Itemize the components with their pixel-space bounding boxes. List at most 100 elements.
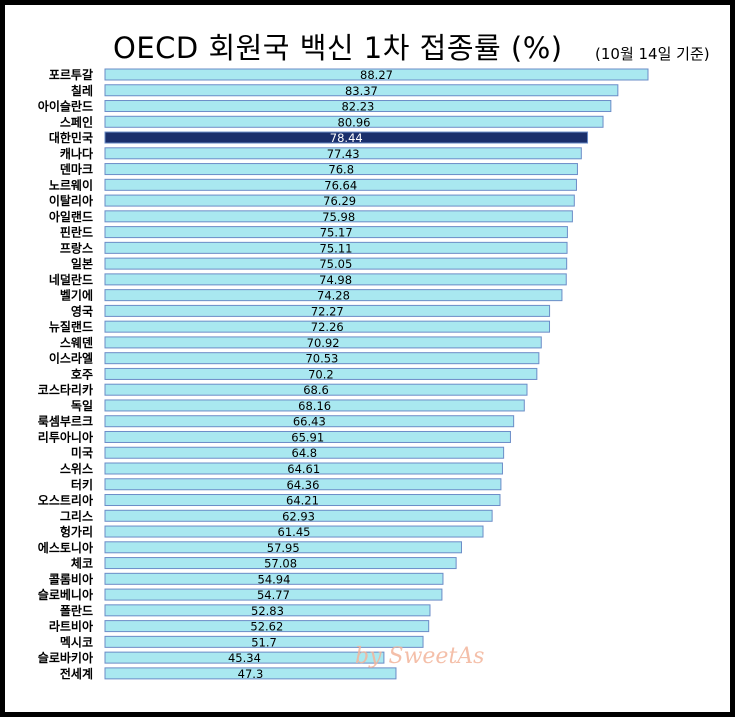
bar-터키 bbox=[104, 478, 502, 491]
category-label: 슬로바키아 bbox=[38, 650, 93, 665]
value-label: 66.43 bbox=[293, 415, 326, 429]
bar-스위스 bbox=[104, 462, 503, 475]
category-label: 슬로베니아 bbox=[38, 587, 93, 602]
value-label: 76.29 bbox=[323, 194, 356, 208]
value-label: 80.96 bbox=[338, 115, 371, 129]
value-label: 51.7 bbox=[251, 635, 277, 649]
value-label: 76.8 bbox=[328, 163, 354, 177]
category-label: 네덜란드 bbox=[49, 272, 93, 287]
category-label: 미국 bbox=[71, 445, 93, 460]
bar-호주 bbox=[104, 367, 538, 380]
category-label: 이탈리아 bbox=[49, 193, 93, 208]
category-label: 아일랜드 bbox=[49, 209, 93, 224]
bar-포르투갈 bbox=[104, 68, 649, 81]
category-label: 멕시코 bbox=[60, 634, 93, 649]
bar-영국 bbox=[104, 304, 551, 317]
category-label: 코스타리카 bbox=[38, 382, 93, 397]
bar-독일 bbox=[104, 399, 525, 412]
value-label: 77.43 bbox=[327, 147, 360, 161]
bar-멕시코 bbox=[104, 635, 424, 648]
bar-헝가리 bbox=[104, 525, 484, 538]
bar-덴마크 bbox=[104, 163, 578, 176]
chart-subtitle: (10월 14일 기준) bbox=[595, 45, 710, 63]
bar-핀란드 bbox=[104, 226, 568, 239]
value-label: 64.61 bbox=[287, 462, 320, 476]
category-label: 아이슬란드 bbox=[38, 99, 93, 114]
category-label: 라트비아 bbox=[49, 619, 93, 634]
value-label: 61.45 bbox=[278, 525, 311, 539]
bar-노르웨이 bbox=[104, 178, 577, 191]
value-label: 75.98 bbox=[322, 210, 355, 224]
bar-폴란드 bbox=[104, 604, 431, 617]
value-label: 75.17 bbox=[320, 226, 353, 240]
value-label: 64.8 bbox=[292, 446, 318, 460]
category-label: 핀란드 bbox=[60, 225, 93, 240]
bar-프랑스 bbox=[104, 241, 568, 254]
category-label: 스웨덴 bbox=[60, 335, 93, 350]
value-label: 64.21 bbox=[286, 494, 319, 508]
category-label: 터키 bbox=[71, 477, 93, 492]
bar-그리스 bbox=[104, 509, 493, 522]
bar-슬로베니아 bbox=[104, 588, 443, 601]
value-label: 70.2 bbox=[308, 367, 334, 381]
category-label: 콜롬비아 bbox=[49, 571, 93, 586]
bar-오스트리아 bbox=[104, 494, 501, 507]
bar-아이슬란드 bbox=[104, 100, 612, 113]
bar-라트비아 bbox=[104, 620, 430, 633]
bar-리투아니아 bbox=[104, 430, 511, 443]
value-label: 68.6 bbox=[303, 383, 329, 397]
value-label: 72.27 bbox=[311, 304, 344, 318]
bar-스웨덴 bbox=[104, 336, 542, 349]
value-label: 64.36 bbox=[286, 478, 319, 492]
value-label: 70.92 bbox=[307, 336, 340, 350]
value-label: 75.11 bbox=[320, 241, 353, 255]
bar-전세계 bbox=[104, 667, 397, 680]
category-label: 노르웨이 bbox=[49, 177, 93, 192]
bar-일본 bbox=[104, 257, 568, 270]
value-label: 88.27 bbox=[360, 68, 393, 82]
bar-스페인 bbox=[104, 115, 604, 128]
value-label: 68.16 bbox=[298, 399, 331, 413]
category-label: 뉴질랜드 bbox=[49, 319, 93, 334]
category-label: 체코 bbox=[71, 556, 93, 571]
category-label: 대한민국 bbox=[49, 130, 93, 145]
bar-에스토니아 bbox=[104, 541, 462, 554]
bar-캐나다 bbox=[104, 147, 582, 160]
value-label: 57.95 bbox=[267, 541, 300, 555]
value-label: 54.94 bbox=[258, 572, 291, 586]
category-label: 룩셈부르크 bbox=[38, 414, 93, 429]
category-label: 스위스 bbox=[60, 462, 93, 476]
category-label: 전세계 bbox=[60, 666, 93, 681]
value-label: 54.77 bbox=[257, 588, 290, 602]
value-label: 65.91 bbox=[291, 430, 324, 444]
category-label: 벨기에 bbox=[60, 288, 93, 303]
category-label: 폴란드 bbox=[60, 603, 93, 618]
value-label: 62.93 bbox=[282, 509, 315, 523]
bar-미국 bbox=[104, 446, 505, 459]
bar-아일랜드 bbox=[104, 210, 573, 223]
category-label: 영국 bbox=[71, 303, 93, 318]
value-label: 74.98 bbox=[319, 273, 352, 287]
value-label: 82.23 bbox=[341, 100, 374, 114]
chart-title: OECD 회원국 백신 1차 접종률 (%) bbox=[113, 31, 563, 65]
value-label: 76.64 bbox=[324, 178, 357, 192]
category-label: 에스토니아 bbox=[38, 540, 93, 555]
value-label: 57.08 bbox=[264, 557, 297, 571]
value-label: 45.34 bbox=[228, 651, 261, 665]
bar-벨기에 bbox=[104, 289, 563, 302]
category-label: 일본 bbox=[71, 257, 93, 271]
category-label: 칠레 bbox=[71, 83, 93, 98]
category-label: 헝가리 bbox=[60, 524, 93, 539]
bar-칠레 bbox=[104, 84, 619, 97]
category-label: 포르투갈 bbox=[49, 68, 93, 82]
category-label: 프랑스 bbox=[60, 241, 93, 255]
value-label: 52.62 bbox=[250, 620, 283, 634]
bar-대한민국 bbox=[104, 131, 589, 144]
value-label: 70.53 bbox=[305, 352, 338, 366]
value-label: 83.37 bbox=[345, 84, 378, 98]
category-label: 리투아니아 bbox=[38, 429, 93, 444]
bar-코스타리카 bbox=[104, 383, 528, 396]
bar-슬로바키아 bbox=[104, 651, 385, 664]
category-label: 독일 bbox=[71, 399, 93, 413]
